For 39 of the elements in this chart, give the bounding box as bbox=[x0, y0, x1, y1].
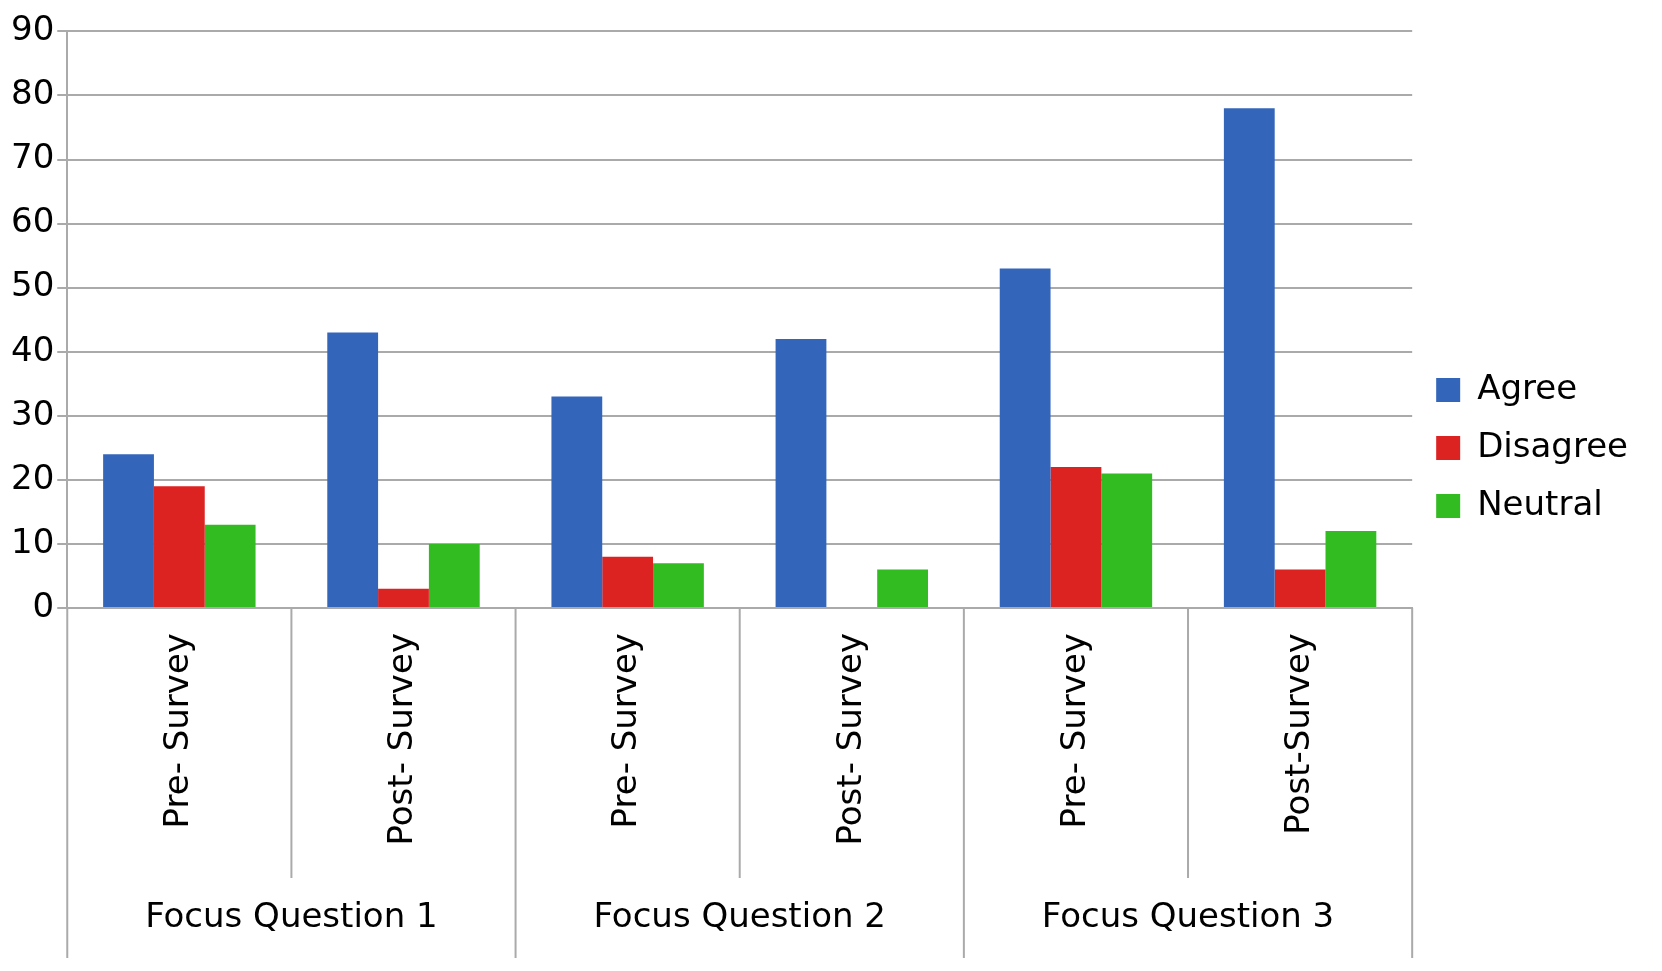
bar bbox=[204, 524, 256, 607]
bar bbox=[602, 556, 654, 607]
x-tick-label: Pre- Survey bbox=[156, 633, 197, 829]
y-tick-label: 10 bbox=[11, 520, 55, 561]
x-tick-label: Pre- Survey bbox=[604, 633, 645, 829]
bar bbox=[1050, 467, 1102, 607]
bar bbox=[775, 338, 827, 607]
bar bbox=[1223, 108, 1275, 607]
text: Focus Question 2 bbox=[593, 894, 886, 935]
text: Focus Question 3 bbox=[1041, 894, 1335, 935]
bar bbox=[327, 332, 379, 607]
bar bbox=[1274, 569, 1326, 607]
legend-label: Disagree bbox=[1477, 424, 1628, 465]
bar bbox=[153, 486, 205, 607]
x-tick-label: Post- Survey bbox=[380, 633, 421, 846]
bar bbox=[999, 268, 1051, 607]
y-tick-label: 70 bbox=[11, 136, 55, 177]
y-tick-label: 0 bbox=[32, 584, 55, 625]
y-tick-label: 60 bbox=[11, 200, 55, 241]
bar bbox=[378, 588, 429, 607]
y-tick-label: 40 bbox=[11, 328, 55, 369]
bar bbox=[877, 569, 929, 607]
y-tick-label: 80 bbox=[11, 72, 55, 113]
bar bbox=[1325, 531, 1377, 607]
text: Focus Question 1 bbox=[145, 894, 438, 935]
bar bbox=[653, 563, 704, 607]
legend-label: Agree bbox=[1477, 366, 1578, 407]
y-tick-label: 90 bbox=[11, 8, 55, 49]
x-tick-label: Post- Survey bbox=[828, 633, 869, 846]
bar bbox=[1101, 473, 1153, 607]
y-tick-label: 50 bbox=[11, 264, 55, 305]
bar bbox=[428, 543, 480, 607]
legend-label: Neutral bbox=[1477, 482, 1603, 523]
bar bbox=[551, 396, 603, 607]
bar bbox=[103, 454, 154, 607]
y-tick-label: 20 bbox=[11, 456, 55, 497]
x-tick-label: Post-Survey bbox=[1276, 633, 1317, 835]
y-tick-label: 30 bbox=[11, 392, 55, 433]
x-tick-label: Pre- Survey bbox=[1052, 633, 1093, 829]
